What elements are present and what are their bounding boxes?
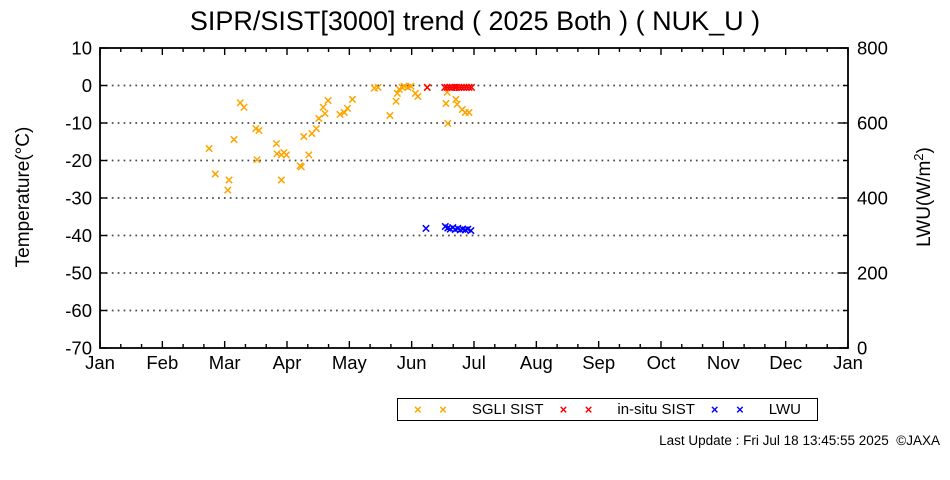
x-tick-label: Feb [146, 352, 178, 373]
y-left-tick-label: 0 [82, 75, 92, 96]
y-axis-label-temperature: Temperature(°C) [13, 127, 35, 268]
y-left-ticks [100, 47, 107, 349]
gridlines [100, 84, 848, 312]
y-right-tick-label: 200 [857, 263, 888, 284]
y-left-tick-label: -40 [65, 225, 92, 246]
y-right-tick-label: 600 [857, 113, 888, 134]
y-right-tick-label: 400 [857, 188, 888, 209]
y-right-ticks [839, 47, 848, 349]
y-left-tick-label: -70 [65, 338, 92, 359]
x-marker-icon: × × [710, 402, 751, 417]
legend-label-in-situ-sist: in-situ SIST [617, 401, 695, 418]
y-axis-label-lwu-superscript: 2 [911, 153, 926, 161]
y-left-tick-label: -30 [65, 188, 92, 209]
y-left-tick-label: 10 [71, 38, 92, 59]
x-tick-label: Sep [582, 352, 615, 373]
x-tick-label: Dec [769, 352, 802, 373]
x-tick-label: Jun [397, 352, 427, 373]
y-left-tick-label: -50 [65, 263, 92, 284]
legend-item-in-situ-sist: × × in-situ SIST [560, 401, 695, 418]
series-sgli-sist [205, 82, 473, 194]
x-tick-label: Jul [462, 352, 486, 373]
y-left-tick-label: -20 [65, 150, 92, 171]
y-left-tick-label: -60 [65, 300, 92, 321]
x-tick-label: Aug [520, 352, 553, 373]
y-right-tick-label: 800 [857, 38, 888, 59]
series-in-situ-sist [423, 83, 476, 92]
x-tick-label: Mar [209, 352, 241, 373]
legend: × × SGLI SIST × × in-situ SIST × × LWU [397, 398, 818, 421]
x-tick-label: Apr [273, 352, 302, 373]
y-right-tick-label: 0 [857, 338, 867, 359]
y-axis-label-temperature-text: Temperature(°C) [13, 126, 34, 268]
series-lwu [422, 222, 475, 235]
y-axis-label-lwu: LWU(W/m2) [911, 147, 936, 247]
legend-label-lwu: LWU [768, 401, 801, 418]
legend-label-sgli-sist: SGLI SIST [471, 401, 544, 418]
x-tick-label: Jan [833, 352, 863, 373]
x-tick-label: May [332, 352, 368, 373]
last-update-text: Last Update : Fri Jul 18 13:45:55 2025 ©… [659, 433, 940, 448]
x-axis-ticks [99, 48, 849, 348]
y-left-tick-label: -10 [65, 113, 92, 134]
y-right-labels: 800 600 400 200 0 [857, 38, 888, 359]
x-marker-icon: × × [414, 402, 454, 417]
legend-item-lwu: × × LWU [711, 401, 801, 418]
x-marker-icon: × × [559, 402, 600, 417]
x-axis-labels: Jan Feb Mar Apr May Jun Jul Aug Sep Oct Nov Dec Jan [85, 352, 863, 373]
x-tick-label: Oct [647, 352, 676, 373]
y-left-labels: 10 0 -10 -20 -30 -40 -50 -60 -70 [65, 38, 92, 359]
y-axis-label-lwu-suffix: ) [914, 147, 935, 154]
x-tick-label: Nov [707, 352, 741, 373]
chart-title: SIPR/SIST[3000] trend ( 2025 Both ) ( NU… [189, 6, 761, 36]
x-tick-label: Jan [85, 352, 115, 373]
legend-item-sgli-sist: × × SGLI SIST [414, 401, 544, 418]
y-axis-label-lwu-prefix: LWU(W/m [914, 160, 935, 247]
